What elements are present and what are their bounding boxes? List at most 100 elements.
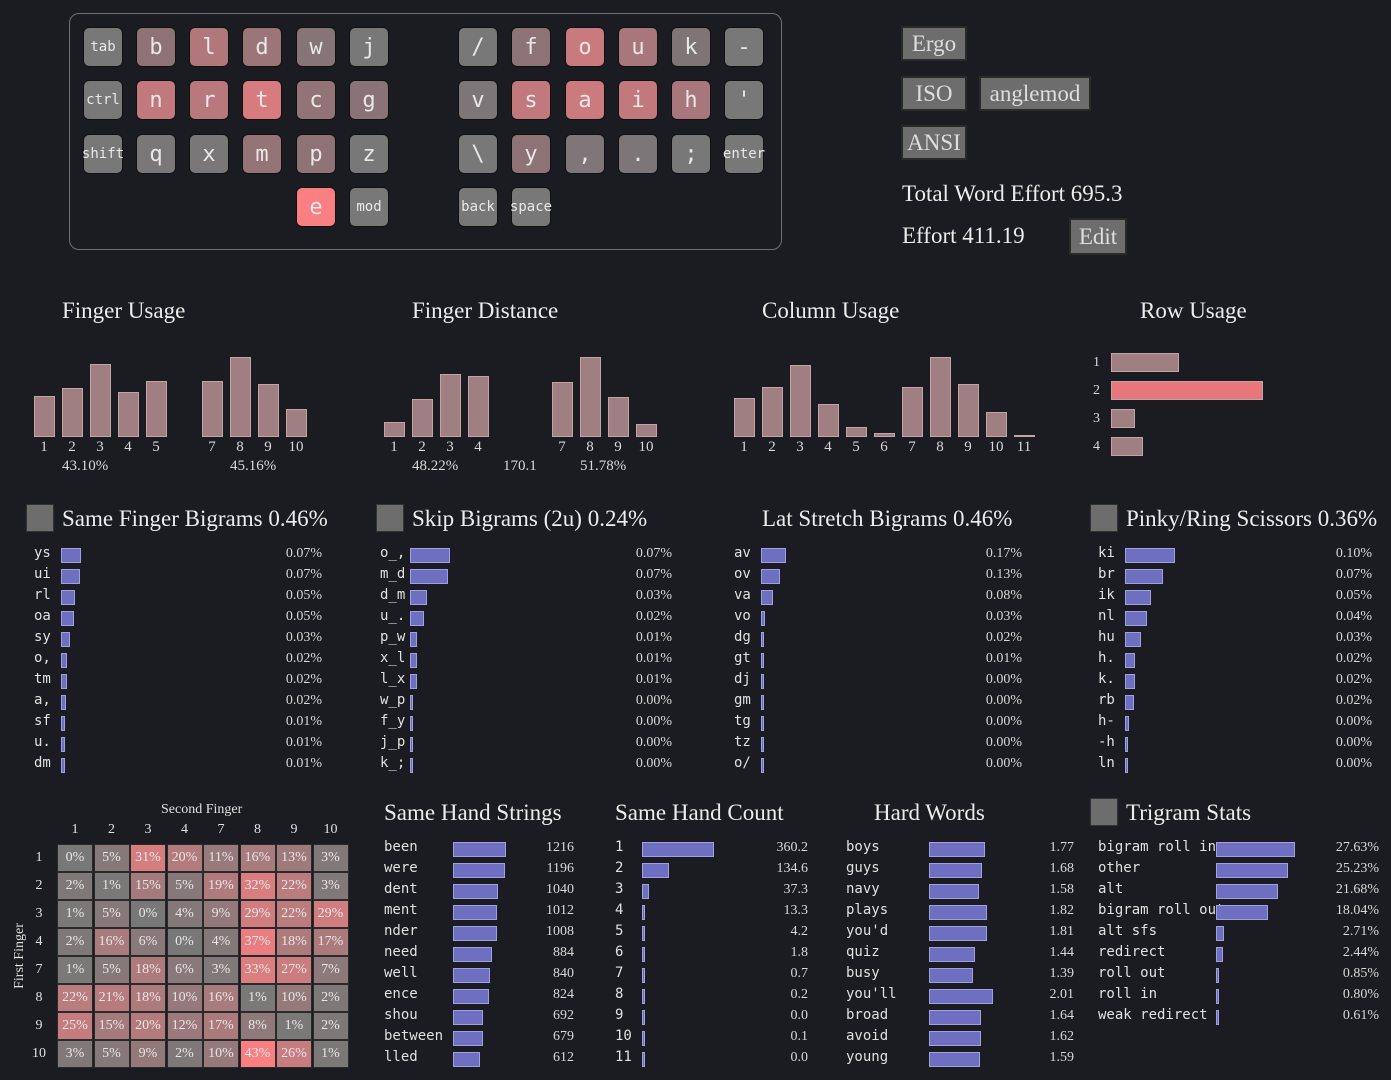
same-hand-count-row-bar xyxy=(642,947,645,962)
hard-words-row-value: 2.01 xyxy=(1049,987,1075,1002)
matrix-cell: 22% xyxy=(276,872,312,900)
lat-stretch-row-label: tz xyxy=(734,734,751,750)
key-0-8[interactable]: o xyxy=(565,27,605,67)
key-1-6[interactable]: v xyxy=(458,80,498,120)
pinky-scissors-row-bar xyxy=(1125,548,1175,563)
key-1-8[interactable]: a xyxy=(565,80,605,120)
key-3-3[interactable]: space xyxy=(510,187,552,227)
layout-ergo-button[interactable]: Ergo xyxy=(901,26,967,61)
matrix-col-label-1: 1 xyxy=(71,822,79,837)
hard-words-row-bar xyxy=(929,884,979,899)
key-1-7[interactable]: s xyxy=(511,80,551,120)
lat-stretch-row-label: vo xyxy=(734,608,751,624)
trigram-stats-row: roll in 0.80% xyxy=(1098,986,1379,1007)
same-hand-strings-row-bar xyxy=(453,926,497,941)
same-hand-strings-row: dent 1040 xyxy=(384,881,574,902)
hard-words-row: guys 1.68 xyxy=(846,860,1074,881)
key-0-3[interactable]: d xyxy=(242,27,282,67)
hard-words-row-bar xyxy=(929,1010,981,1025)
same-hand-strings-row: ence 824 xyxy=(384,986,574,1007)
key-0-1[interactable]: b xyxy=(136,27,176,67)
pinky-scissors-toggle-checkbox[interactable] xyxy=(1090,504,1118,532)
key-1-10[interactable]: h xyxy=(671,80,711,120)
key-0-6[interactable]: / xyxy=(458,27,498,67)
matrix-cell: 15% xyxy=(130,872,166,900)
lat-stretch-row: gt 0.01% xyxy=(734,650,1022,671)
key-2-10[interactable]: ; xyxy=(671,134,711,174)
same-hand-strings-row-label: shou xyxy=(384,1007,418,1023)
layout-ansi-button[interactable]: ANSI xyxy=(901,125,967,160)
same-hand-count-row-bar xyxy=(642,863,669,878)
same-hand-strings-row: been 1216 xyxy=(384,839,574,860)
pinky-scissors-row-value: 0.02% xyxy=(1335,651,1372,666)
key-2-9[interactable]: . xyxy=(618,134,658,174)
layout-anglemod-button[interactable]: anglemod xyxy=(979,76,1091,111)
key-0-0[interactable]: tab xyxy=(83,27,123,67)
pinky-scissors-row-label: k. xyxy=(1098,671,1115,687)
key-1-1[interactable]: n xyxy=(136,80,176,120)
key-0-4[interactable]: w xyxy=(296,27,336,67)
matrix-cell: 2% xyxy=(312,984,349,1012)
same-hand-strings-row-label: well xyxy=(384,965,418,981)
key-1-11[interactable]: ' xyxy=(724,80,764,120)
key-2-0[interactable]: shift xyxy=(82,134,124,174)
key-3-1[interactable]: mod xyxy=(349,187,389,227)
lat-stretch-row-label: gm xyxy=(734,692,751,708)
skip-row-bar xyxy=(410,695,413,710)
lat-stretch-row-value: 0.17% xyxy=(985,546,1022,561)
trigram-stats-row: alt sfs 2.71% xyxy=(1098,923,1379,944)
same-hand-strings-row-value: 679 xyxy=(553,1029,574,1044)
key-0-5[interactable]: j xyxy=(349,27,389,67)
hard-words-row-value: 1.62 xyxy=(1049,1029,1075,1044)
key-2-4[interactable]: p xyxy=(296,134,336,174)
hard-words-row-label: boys xyxy=(846,839,880,855)
key-1-3[interactable]: t xyxy=(242,80,282,120)
key-2-5[interactable]: z xyxy=(349,134,389,174)
lat-stretch-row-bar xyxy=(761,716,764,731)
key-0-10[interactable]: k xyxy=(671,27,711,67)
layout-iso-button[interactable]: ISO xyxy=(901,76,967,111)
key-2-3[interactable]: m xyxy=(242,134,282,174)
skip-bigrams-toggle-checkbox[interactable] xyxy=(376,504,404,532)
pinky-scissors-row-bar xyxy=(1125,632,1141,647)
skip-row-bar xyxy=(410,674,417,689)
matrix-cell: 1% xyxy=(312,1040,349,1068)
key-0-9[interactable]: u xyxy=(618,27,658,67)
skip-row: l_x 0.01% xyxy=(380,671,672,692)
key-3-2[interactable]: back xyxy=(458,187,498,227)
key-1-9[interactable]: i xyxy=(618,80,658,120)
key-0-11[interactable]: - xyxy=(724,27,764,67)
same-hand-strings-row: between 679 xyxy=(384,1028,574,1049)
same-hand-strings-row-label: ence xyxy=(384,986,418,1002)
key-1-2[interactable]: r xyxy=(189,80,229,120)
pinky-scissors-row-bar xyxy=(1125,674,1135,689)
column-usage-bar-3 xyxy=(790,365,811,437)
same-hand-count-row-label: 10 xyxy=(615,1028,632,1044)
key-1-4[interactable]: c xyxy=(296,80,336,120)
key-2-7[interactable]: y xyxy=(511,134,551,174)
column-usage-title: Column Usage xyxy=(762,298,900,323)
edit-button[interactable]: Edit xyxy=(1069,218,1127,255)
hard-words-row-bar xyxy=(929,926,987,941)
key-2-8[interactable]: , xyxy=(565,134,605,174)
skip-row-label: w_p xyxy=(380,692,406,708)
key-2-6[interactable]: \ xyxy=(458,134,498,174)
key-0-2[interactable]: l xyxy=(189,27,229,67)
trigram-stats-toggle-checkbox[interactable] xyxy=(1090,798,1118,826)
skip-row-bar xyxy=(410,716,413,731)
matrix-cell: 2% xyxy=(57,928,93,956)
key-1-0[interactable]: ctrl xyxy=(83,80,123,120)
key-2-1[interactable]: q xyxy=(136,134,176,174)
sfb-toggle-checkbox[interactable] xyxy=(26,504,54,532)
same-hand-count-row-bar xyxy=(642,1031,645,1046)
lat-stretch-row-label: ov xyxy=(734,566,751,582)
finger-distance-tick-1: 1 xyxy=(390,439,398,455)
lat-stretch-row: va 0.08% xyxy=(734,587,1022,608)
key-2-2[interactable]: x xyxy=(189,134,229,174)
key-0-7[interactable]: f xyxy=(511,27,551,67)
key-1-5[interactable]: g xyxy=(349,80,389,120)
key-3-0[interactable]: e xyxy=(296,187,336,227)
key-2-11[interactable]: enter xyxy=(723,134,765,174)
sfb-row-label: ys xyxy=(34,545,51,561)
same-hand-count-row: 3 37.3 xyxy=(615,881,808,902)
